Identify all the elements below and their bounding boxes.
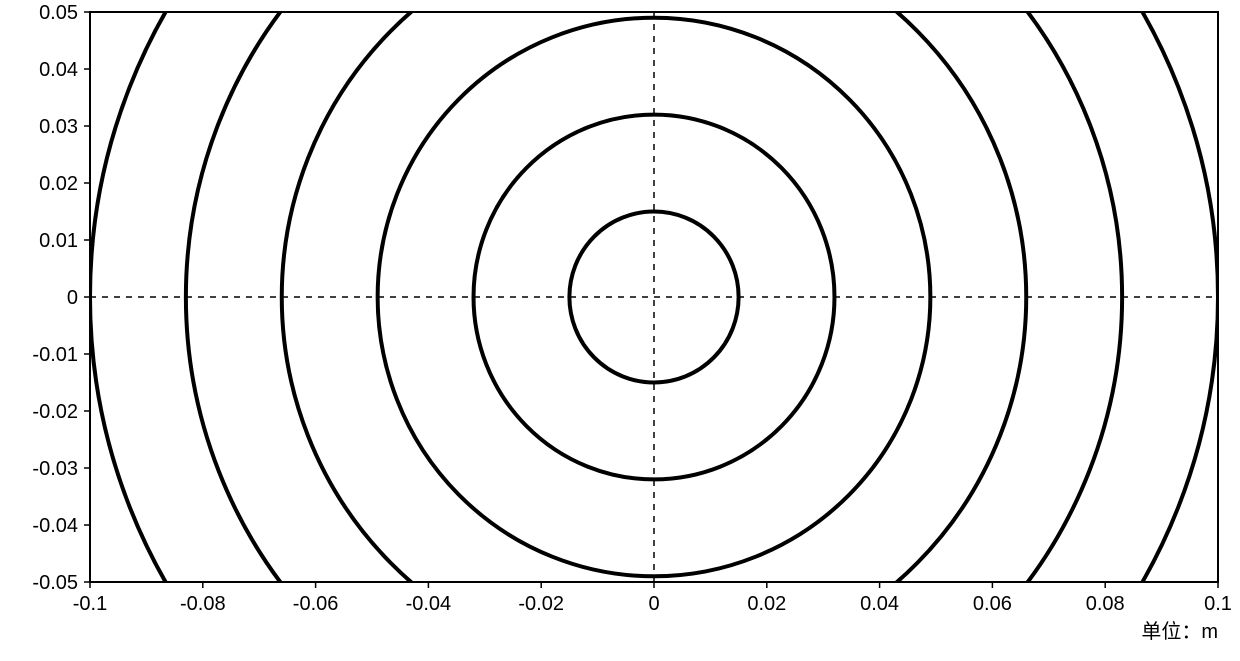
xtick-label: -0.1: [73, 593, 107, 615]
ytick-label: 0.01: [39, 230, 78, 252]
ytick-label: 0.03: [39, 116, 78, 138]
xtick-label: 0.06: [973, 593, 1012, 615]
xtick-label: -0.06: [293, 593, 339, 615]
unit-label: 单位：m: [1141, 620, 1218, 643]
xtick-label: 0.02: [747, 593, 786, 615]
xtick-label: 0: [648, 593, 659, 615]
ytick-label: 0.04: [39, 59, 78, 81]
ytick-label: 0.02: [39, 173, 78, 195]
ytick-label: -0.03: [32, 458, 78, 480]
ytick-label: -0.05: [32, 572, 78, 594]
ytick-label: 0: [67, 287, 78, 309]
chart-container: -0.1 -0.08 -0.06 -0.04 -0.02 0 0.02 0.04 0.06 0.0…: [0, 0, 1240, 661]
xtick-label: -0.02: [518, 593, 564, 615]
xtick-label: -0.08: [180, 593, 226, 615]
ytick-label: 0.05: [39, 2, 78, 24]
contour-chart: -0.1 -0.08 -0.06 -0.04 -0.02 0 0.02 0.04 0.06 0.0…: [0, 0, 1240, 661]
xtick-label: 0.04: [860, 593, 899, 615]
xtick-label: -0.04: [406, 593, 452, 615]
ytick-label: -0.02: [32, 401, 78, 423]
ytick-label: -0.04: [32, 515, 78, 537]
xtick-label: 0.08: [1086, 593, 1125, 615]
xtick-label: 0.1: [1204, 593, 1232, 615]
ytick-label: -0.01: [32, 344, 78, 366]
